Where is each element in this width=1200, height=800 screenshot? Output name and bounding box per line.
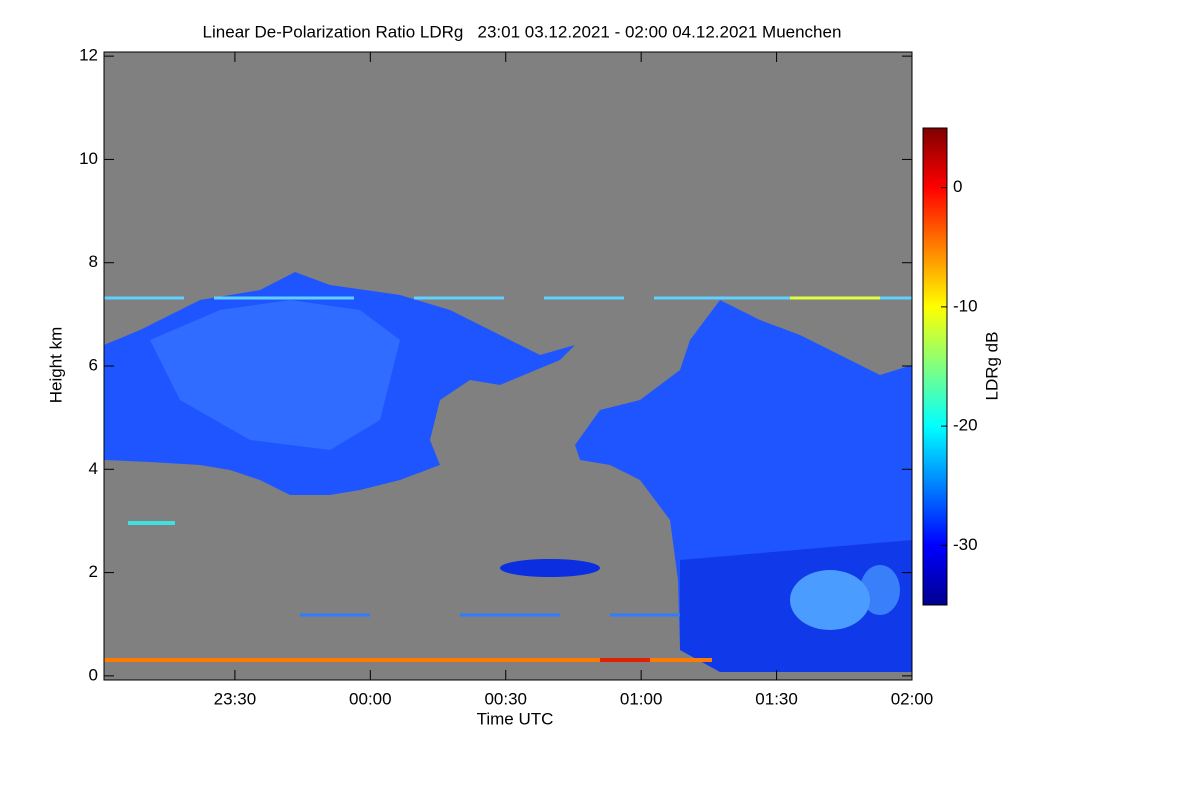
light-patch: [860, 565, 900, 615]
low-layer: [500, 559, 600, 577]
colorbar-tick-label: -20: [953, 416, 978, 435]
x-axis-label: Time UTC: [477, 709, 554, 728]
light-patch: [790, 570, 870, 630]
x-tick-label: 01:00: [620, 689, 663, 708]
cloud-left-light: [150, 300, 400, 450]
colorbar-tick-label: -30: [953, 535, 978, 554]
colorbar-label: LDRg dB: [982, 332, 1001, 401]
chart-title: Linear De-Polarization Ratio LDRg 23:01 …: [203, 22, 842, 41]
colorbar: [922, 127, 948, 606]
y-tick-label: 0: [89, 665, 98, 684]
y-tick-label: 4: [89, 459, 98, 478]
y-axis-label: Height km: [46, 327, 65, 404]
y-tick-label: 10: [79, 149, 98, 168]
x-tick-label: 00:30: [484, 689, 527, 708]
x-tick-label: 00:00: [349, 689, 392, 708]
y-tick-label: 2: [89, 562, 98, 581]
y-tick-label: 6: [89, 355, 98, 374]
y-tick-label: 8: [89, 252, 98, 271]
x-tick-label: 23:30: [214, 689, 257, 708]
colorbar-tick-label: -10: [953, 296, 978, 315]
y-tick-label: 12: [79, 46, 98, 65]
x-tick-label: 02:00: [891, 689, 934, 708]
ldr-field: [104, 272, 912, 672]
colorbar-tick-label: 0: [953, 177, 962, 196]
x-tick-label: 01:30: [755, 689, 798, 708]
